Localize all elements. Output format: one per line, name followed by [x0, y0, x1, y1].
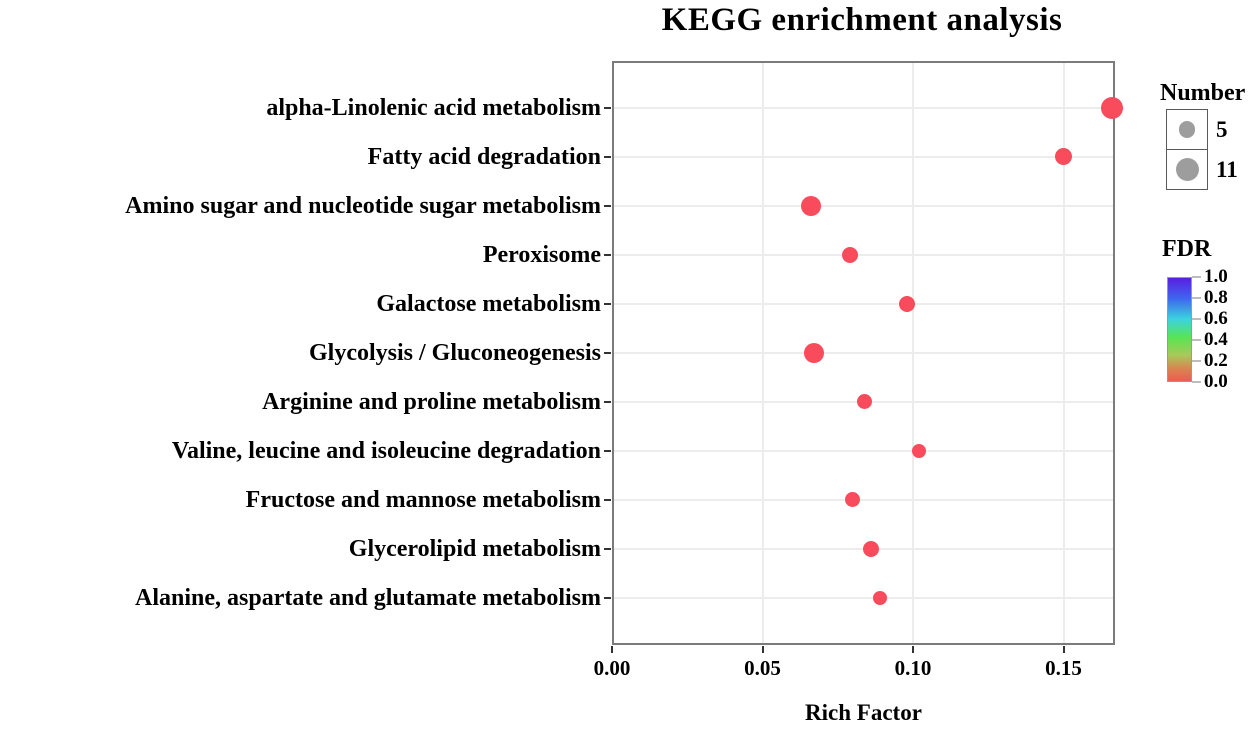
legend-number-value: 11 [1216, 156, 1238, 182]
legend-number-key-box [1166, 109, 1208, 150]
y-axis-tick [604, 204, 611, 207]
x-tick-label: 0.15 [1045, 656, 1082, 680]
y-axis-tick [604, 400, 611, 403]
pathway-label: Amino sugar and nucleotide sugar metabol… [125, 192, 601, 219]
fdr-tick-label: 0.0 [1204, 371, 1228, 392]
pathway-label: Fatty acid degradation [367, 143, 601, 170]
x-axis-tick [912, 646, 914, 653]
fdr-tick-label: 0.8 [1204, 287, 1228, 308]
x-axis-tick [611, 646, 613, 653]
pathway-label: Valine, leucine and isoleucine degradati… [171, 437, 601, 464]
data-point [800, 195, 821, 216]
h-gridline [612, 106, 1115, 109]
data-point [898, 295, 915, 312]
legend-number-value: 5 [1216, 116, 1228, 142]
y-axis-tick [604, 449, 611, 452]
y-axis-tick [604, 253, 611, 256]
fdr-colorbar-tick [1192, 339, 1201, 341]
fdr-tick-label: 0.4 [1204, 329, 1228, 350]
legend-number-title: Number [1160, 80, 1246, 106]
fdr-colorbar-tick [1192, 381, 1201, 383]
fdr-tick-label: 0.6 [1204, 308, 1228, 329]
x-tick-label: 0.10 [894, 656, 932, 680]
data-point [1100, 96, 1123, 119]
y-axis-tick [604, 302, 611, 305]
y-axis-tick [604, 351, 611, 354]
y-axis-tick [604, 596, 611, 599]
fdr-colorbar-tick [1192, 276, 1201, 278]
pathway-label: Peroxisome [482, 241, 601, 268]
plot-panel-border [612, 61, 1115, 645]
legend-number-swatch [1175, 158, 1199, 181]
data-point [845, 492, 861, 507]
y-axis-tick [604, 155, 611, 158]
x-axis-tick [1062, 646, 1065, 653]
x-tick-label: 0.05 [744, 656, 781, 680]
fdr-colorbar-tick [1192, 297, 1201, 299]
pathway-label: alpha-Linolenic acid metabolism [266, 94, 601, 121]
h-gridline [612, 253, 1115, 256]
h-gridline [612, 155, 1115, 158]
y-axis-tick [604, 547, 611, 550]
pathway-label: Glycolysis / Gluconeogenesis [308, 339, 601, 366]
h-gridline [612, 449, 1115, 452]
pathway-label: Glycerolipid metabolism [348, 535, 601, 562]
data-point [872, 590, 887, 605]
fdr-tick-label: 0.2 [1204, 350, 1228, 371]
data-point [862, 540, 879, 557]
y-axis-tick [604, 498, 611, 501]
fdr-tick-label: 1.0 [1204, 266, 1228, 287]
chart-title: KEGG enrichment analysis [661, 2, 1063, 38]
v-gridline [1062, 61, 1065, 645]
fdr-colorbar [1167, 277, 1192, 382]
h-gridline [612, 596, 1115, 599]
y-axis-tick [604, 106, 611, 109]
data-point [841, 246, 858, 263]
data-point [803, 342, 824, 363]
pathway-label: Galactose metabolism [376, 290, 601, 317]
fdr-colorbar-tick [1192, 318, 1201, 320]
x-axis-tick [761, 646, 764, 653]
x-tick-label: 0.00 [593, 656, 631, 680]
data-point [912, 443, 927, 458]
v-gridline [761, 61, 764, 645]
x-axis-title: Rich Factor [805, 700, 922, 725]
legend-number-swatch [1178, 121, 1196, 138]
pathway-label: Fructose and mannose metabolism [245, 486, 601, 513]
h-gridline [612, 498, 1115, 501]
fdr-colorbar-tick [1192, 360, 1201, 362]
data-point [1055, 148, 1072, 165]
data-point [857, 394, 873, 409]
h-gridline [612, 302, 1115, 305]
h-gridline [612, 204, 1115, 207]
pathway-label: Arginine and proline metabolism [262, 388, 601, 415]
v-gridline [912, 61, 914, 645]
h-gridline [612, 351, 1115, 354]
legend-fdr-title: FDR [1162, 236, 1212, 262]
pathway-label: Alanine, aspartate and glutamate metabol… [135, 584, 601, 611]
